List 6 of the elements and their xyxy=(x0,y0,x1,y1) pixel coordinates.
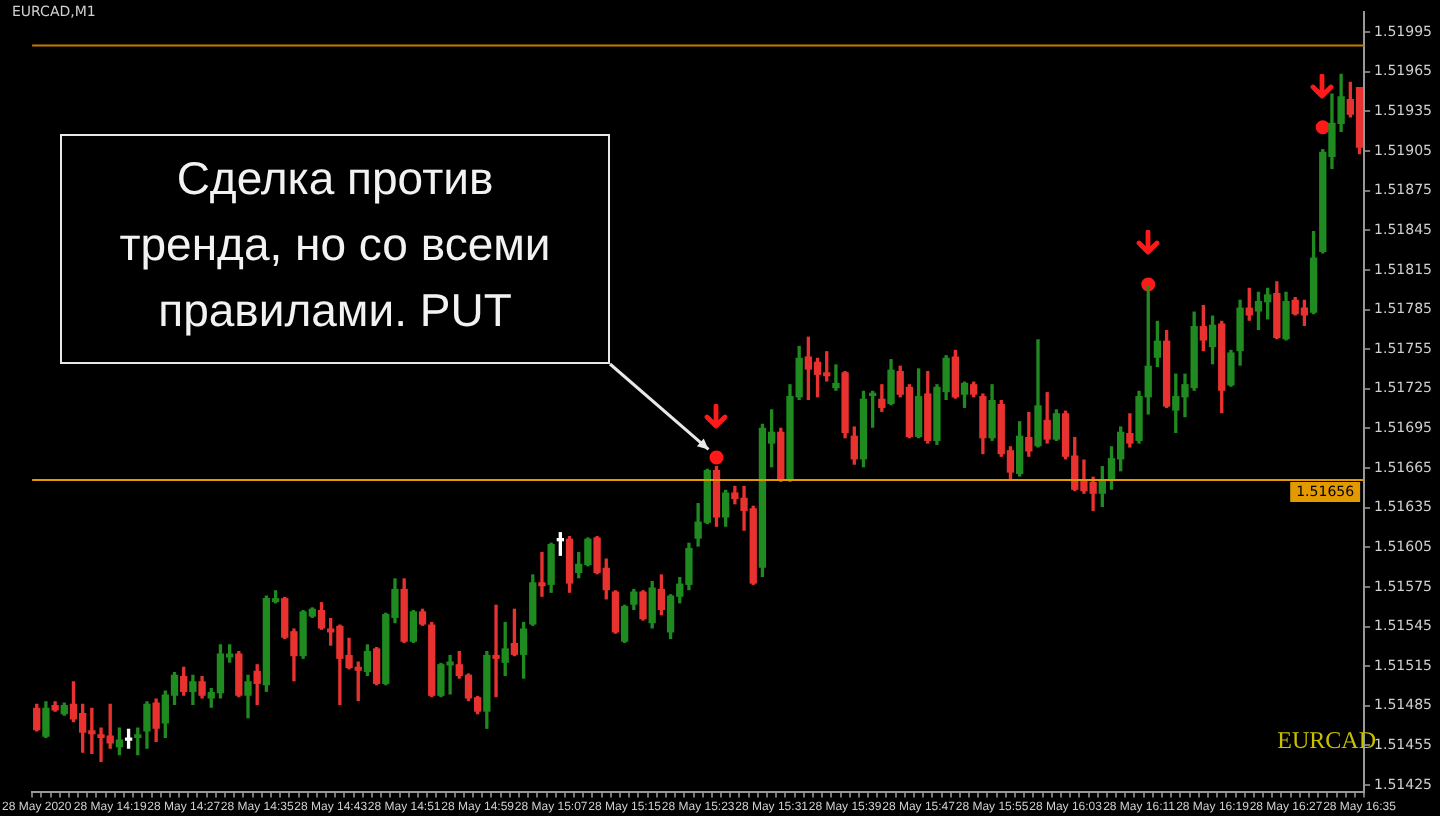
point xyxy=(709,450,724,465)
annotation: Сделка против тренда, но со всеми правилами. PUT xyxy=(60,134,610,364)
candlestick xyxy=(492,604,500,698)
point xyxy=(1315,120,1330,135)
candlestick xyxy=(832,364,840,391)
candlestick xyxy=(538,551,546,597)
